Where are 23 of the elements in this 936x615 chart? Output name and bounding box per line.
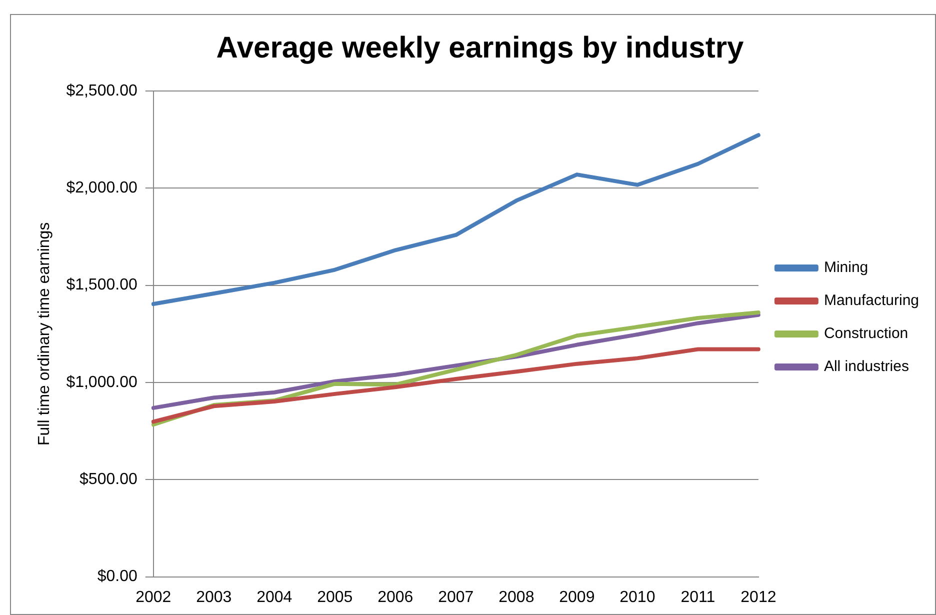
- y-tick-label: $2,000.00: [66, 180, 138, 197]
- x-tick-label: 2006: [378, 588, 414, 606]
- x-tick-label: 2003: [196, 588, 232, 606]
- x-tick-label: 2008: [498, 588, 534, 606]
- x-tick-label: 2004: [256, 588, 292, 606]
- legend-label: All industries: [824, 358, 909, 376]
- y-tick-label: $2,500.00: [66, 82, 138, 100]
- legend-label: Mining: [824, 259, 868, 276]
- y-tick-label: $500.00: [80, 471, 138, 488]
- x-tick-label: 2009: [559, 588, 595, 606]
- y-axis-title: Full time ordinary time earnings: [36, 222, 54, 446]
- y-tick-label: $0.00: [97, 568, 138, 586]
- y-tick-label: $1,500.00: [66, 276, 138, 294]
- x-tick-label: 2005: [317, 588, 353, 606]
- x-tick-label: 2010: [620, 588, 656, 606]
- x-tick-label: 2012: [740, 588, 776, 606]
- legend-label: Manufacturing: [824, 292, 920, 310]
- y-tick-label: $1,000.00: [66, 374, 138, 391]
- legend-label: Construction: [824, 325, 908, 342]
- x-tick-label: 2007: [438, 588, 474, 606]
- chart-title: Average weekly earnings by industry: [216, 31, 744, 64]
- x-tick-label: 2002: [136, 588, 172, 606]
- x-tick-label: 2011: [680, 588, 716, 606]
